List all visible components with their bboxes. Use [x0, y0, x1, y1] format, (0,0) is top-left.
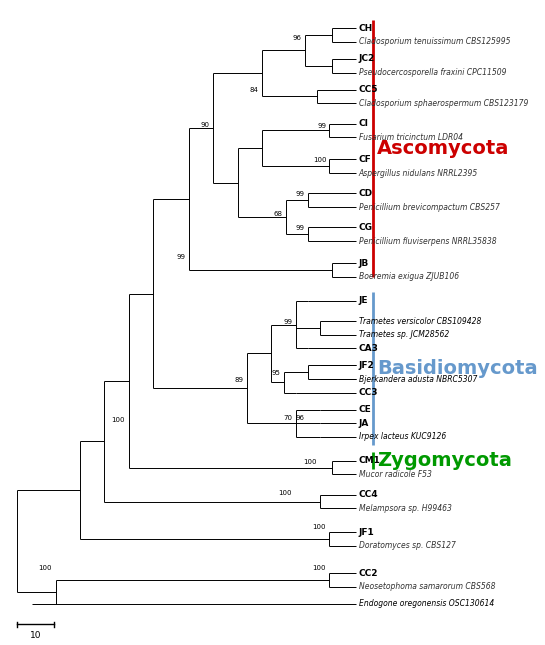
Text: JF1: JF1	[359, 528, 374, 537]
Text: JF2: JF2	[359, 361, 374, 370]
Text: 100: 100	[303, 459, 317, 465]
Text: Trametes versicolor CBS109428: Trametes versicolor CBS109428	[359, 317, 481, 326]
Text: 99: 99	[283, 319, 292, 325]
Text: JB: JB	[359, 259, 369, 268]
Text: CH: CH	[359, 24, 373, 33]
Text: 100: 100	[38, 564, 52, 571]
Text: 100: 100	[313, 524, 326, 530]
Text: CA3: CA3	[359, 344, 378, 353]
Text: 100: 100	[111, 417, 124, 423]
Text: Neosetophoma samarorum CBS568: Neosetophoma samarorum CBS568	[359, 582, 495, 591]
Text: 70: 70	[283, 415, 292, 421]
Text: JC2: JC2	[359, 54, 375, 63]
Text: CM1: CM1	[359, 456, 380, 465]
Text: Ascomycota: Ascomycota	[377, 139, 509, 158]
Text: 90: 90	[201, 122, 210, 128]
Text: Penicillium brevicompactum CBS257: Penicillium brevicompactum CBS257	[359, 203, 499, 212]
Text: Pseudocercosporella fraxini CPC11509: Pseudocercosporella fraxini CPC11509	[359, 68, 506, 77]
Text: CG: CG	[359, 223, 373, 232]
Text: Irpex lacteus KUC9126: Irpex lacteus KUC9126	[359, 432, 446, 441]
Text: 96: 96	[293, 35, 302, 41]
Text: Endogone oregonensis OSC130614: Endogone oregonensis OSC130614	[359, 599, 494, 608]
Text: Doratomyces sp. CBS127: Doratomyces sp. CBS127	[359, 541, 456, 550]
Text: Boeremia exigua ZJUB106: Boeremia exigua ZJUB106	[359, 272, 459, 281]
Text: 100: 100	[313, 157, 326, 163]
Text: CC5: CC5	[359, 85, 378, 94]
Text: 95: 95	[271, 370, 280, 377]
Text: 96: 96	[295, 415, 304, 421]
Text: 99: 99	[295, 225, 304, 231]
Text: Penicillium fluviserpens NRRL35838: Penicillium fluviserpens NRRL35838	[359, 237, 496, 246]
Text: Zygomycota: Zygomycota	[377, 451, 512, 470]
Text: CE: CE	[359, 405, 371, 414]
Text: JE: JE	[359, 296, 368, 305]
Text: JA: JA	[359, 419, 369, 428]
Text: 84: 84	[250, 87, 258, 93]
Text: Trametes sp. JCM28562: Trametes sp. JCM28562	[359, 330, 449, 339]
Text: 100: 100	[313, 564, 326, 571]
Text: CI: CI	[359, 119, 368, 128]
Text: CD: CD	[359, 189, 373, 198]
Text: 68: 68	[274, 212, 282, 217]
Text: 99: 99	[177, 254, 186, 260]
Text: CC4: CC4	[359, 490, 378, 499]
Text: 99: 99	[295, 191, 304, 197]
Text: Aspergillus nidulans NRRL2395: Aspergillus nidulans NRRL2395	[359, 168, 478, 177]
Text: 99: 99	[318, 123, 326, 129]
Text: Fusarium tricinctum LDR04: Fusarium tricinctum LDR04	[359, 133, 463, 142]
Text: CC2: CC2	[359, 569, 378, 577]
Text: Basidiomycota: Basidiomycota	[377, 359, 537, 378]
Text: Cladosporium tenuissimum CBS125995: Cladosporium tenuissimum CBS125995	[359, 37, 510, 46]
Text: Bjerkandera adusta NBRC5307: Bjerkandera adusta NBRC5307	[359, 375, 477, 384]
Text: 89: 89	[235, 377, 244, 383]
Text: Mucor radicole F53: Mucor radicole F53	[359, 470, 432, 479]
Text: CF: CF	[359, 155, 371, 164]
Text: 100: 100	[278, 490, 292, 495]
Text: Cladosporium sphaerospermum CBS123179: Cladosporium sphaerospermum CBS123179	[359, 99, 528, 108]
Text: Melampsora sp. H99463: Melampsora sp. H99463	[359, 504, 451, 513]
Text: CC3: CC3	[359, 388, 378, 397]
Text: 10: 10	[29, 631, 41, 640]
